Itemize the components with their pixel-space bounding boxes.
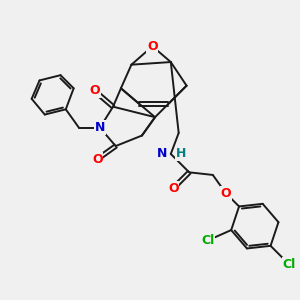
Text: Cl: Cl bbox=[201, 234, 214, 247]
Text: H: H bbox=[176, 147, 186, 161]
Text: O: O bbox=[168, 182, 179, 195]
Text: O: O bbox=[220, 187, 231, 200]
Text: O: O bbox=[89, 84, 100, 98]
Text: N: N bbox=[95, 121, 105, 134]
Text: N: N bbox=[157, 147, 167, 161]
Text: O: O bbox=[92, 153, 103, 166]
Text: Cl: Cl bbox=[282, 258, 296, 271]
Text: O: O bbox=[147, 40, 158, 53]
